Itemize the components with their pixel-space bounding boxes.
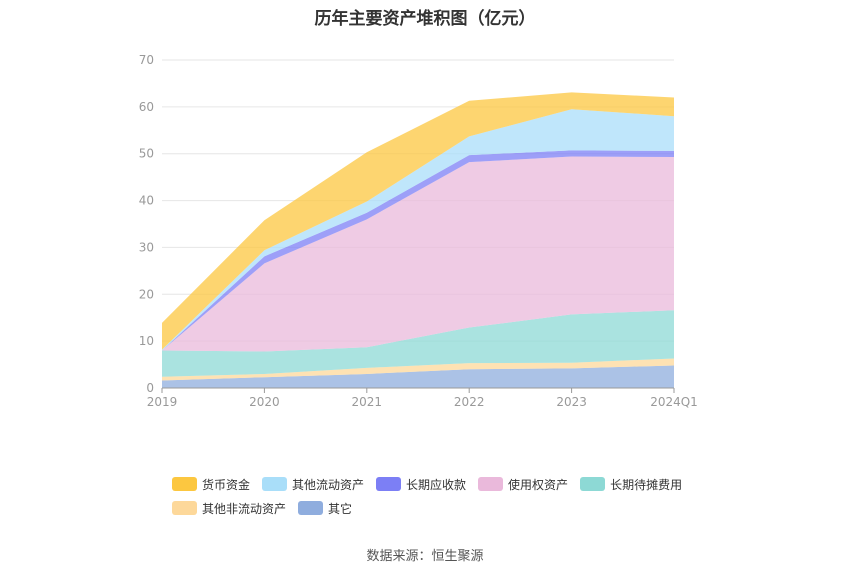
legend-swatch: [376, 477, 402, 491]
y-tick-label: 0: [146, 381, 154, 395]
data-source: 数据来源：恒生聚源: [366, 549, 484, 564]
area-series: [162, 109, 674, 351]
legend-row-2: 其他非流动资产 其它: [172, 496, 712, 520]
area-series: [162, 310, 674, 377]
legend-item[interactable]: 其他流动资产: [262, 476, 364, 493]
stacked-area-chart: 0 10 20 30 40 50 60 70 2019 2020 2021 2022 2023 2024Q…: [139, 53, 698, 409]
legend-item[interactable]: 使用权资产: [478, 476, 568, 493]
legend-item[interactable]: 长期待摊费用: [580, 476, 682, 493]
legend: 货币资金 其他流动资产 长期应收款 使用权资产 长期待摊费用 其他非流动资产 其它: [172, 472, 712, 520]
legend-label: 其它: [328, 501, 353, 516]
area-series: [162, 92, 674, 350]
legend-swatch: [580, 477, 606, 491]
area-series: [162, 150, 674, 351]
y-tick-label: 30: [139, 240, 154, 254]
legend-item[interactable]: 其他非流动资产: [172, 500, 286, 517]
legend-swatch: [262, 477, 288, 491]
y-tick-label: 70: [139, 53, 154, 67]
legend-item[interactable]: 其它: [298, 500, 352, 517]
legend-label: 其他流动资产: [292, 477, 365, 492]
axes: 0 10 20 30 40 50 60 70 2019 2020 2021 2022 2023 2024Q…: [139, 53, 698, 409]
x-tick-label: 2024Q1: [650, 395, 698, 409]
y-tick-label: 40: [139, 194, 154, 208]
area-series: [162, 365, 674, 388]
area-series-group: [162, 92, 674, 388]
legend-swatch: [172, 501, 197, 515]
x-tick-label: 2023: [556, 395, 587, 409]
x-tick-label: 2019: [147, 395, 178, 409]
legend-label: 长期待摊费用: [610, 477, 683, 492]
y-tick-label: 60: [139, 100, 154, 114]
legend-label: 使用权资产: [508, 477, 569, 492]
x-tick-label: 2020: [249, 395, 280, 409]
legend-label: 长期应收款: [406, 477, 467, 492]
area-series: [162, 156, 674, 352]
legend-label: 其他非流动资产: [202, 501, 287, 516]
y-tick-label: 10: [139, 334, 154, 348]
y-tick-label: 20: [139, 287, 154, 301]
y-tick-label: 50: [139, 147, 154, 161]
x-tick-label: 2021: [352, 395, 383, 409]
legend-swatch: [298, 501, 324, 515]
legend-item[interactable]: 货币资金: [172, 476, 250, 493]
legend-row-1: 货币资金 其他流动资产 长期应收款 使用权资产 长期待摊费用: [172, 472, 712, 496]
legend-swatch: [478, 477, 504, 491]
legend-label: 货币资金: [202, 477, 251, 492]
legend-swatch: [172, 477, 197, 491]
area-series: [162, 358, 674, 381]
legend-item[interactable]: 长期应收款: [376, 476, 466, 493]
chart-title: 历年主要资产堆积图（亿元）: [314, 9, 536, 29]
x-tick-label: 2022: [454, 395, 485, 409]
